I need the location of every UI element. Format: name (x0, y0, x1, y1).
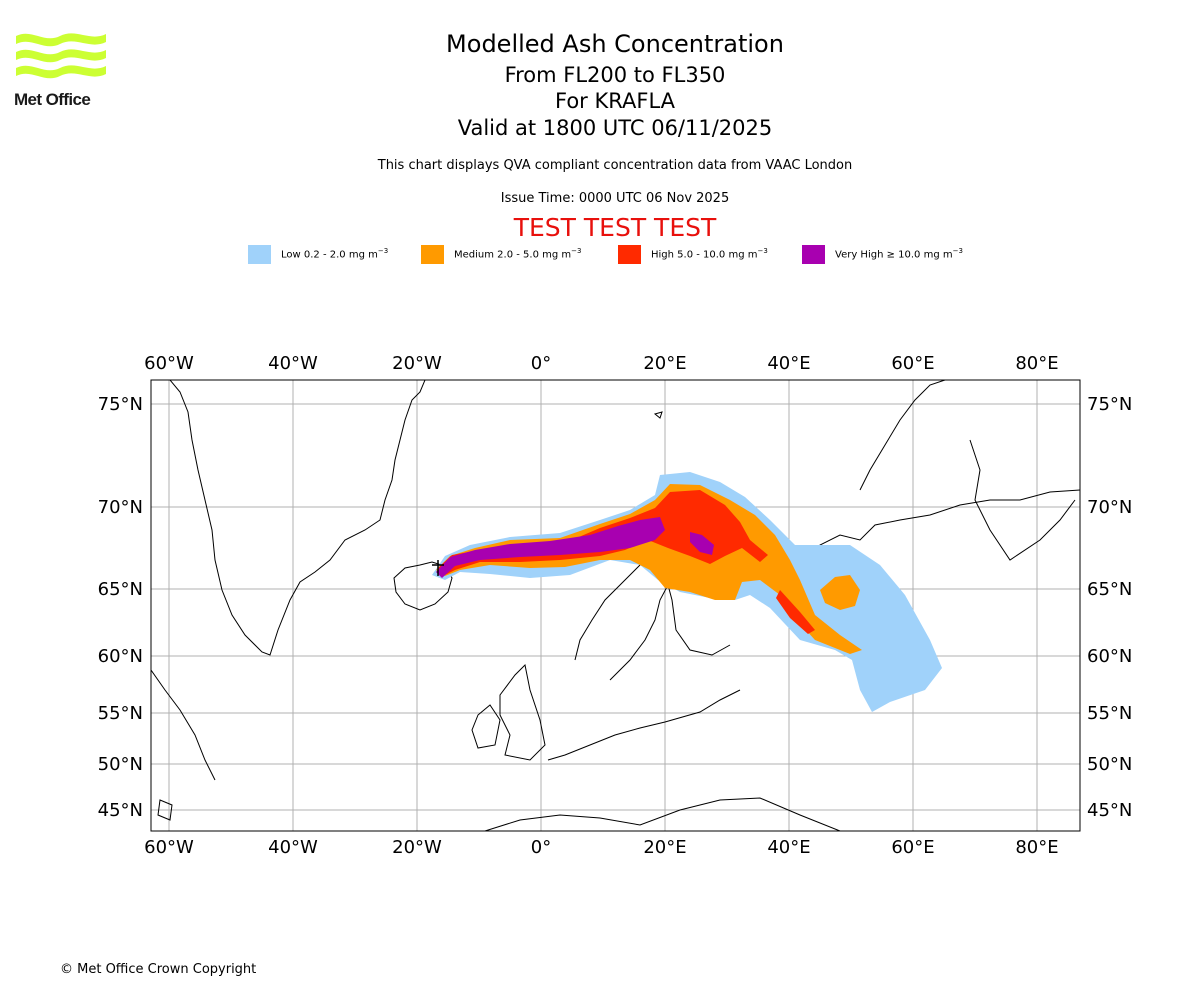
lat-labels-right: 75°N 70°N 65°N 60°N 55°N 50°N 45°N (1087, 394, 1132, 821)
legend-item-low: Low 0.2 - 2.0 mg m−3 (248, 244, 388, 264)
lat-label: 70°N (1087, 497, 1132, 518)
legend-swatch-medium (421, 244, 444, 264)
ash-plume-medium-east (820, 575, 860, 610)
volcano-marker (432, 560, 444, 576)
ash-plume-medium (436, 484, 862, 654)
ash-plume (432, 472, 942, 712)
lon-labels-bottom: 60°W 40°W 20°W 0° 20°E 40°E 60°E 80°E (144, 837, 1058, 858)
lat-label: 55°N (98, 703, 143, 724)
chart-title: Modelled Ash Concentration (446, 30, 784, 58)
legend-label-high: High 5.0 - 10.0 mg m−3 (651, 247, 768, 261)
lon-label: 40°E (767, 837, 810, 858)
lat-label: 65°N (98, 579, 143, 600)
copyright-notice: © Met Office Crown Copyright (60, 962, 257, 977)
europe-coast (547, 689, 741, 761)
arctic-russia-coast (969, 439, 1076, 561)
lon-label: 40°E (767, 353, 810, 374)
lon-label: 40°W (268, 837, 318, 858)
lat-labels-left: 75°N 70°N 65°N 60°N 55°N 50°N 45°N (98, 394, 143, 821)
europe-south-coast (484, 797, 841, 831)
lat-label: 70°N (98, 497, 143, 518)
lat-label: 55°N (1087, 703, 1132, 724)
sweden-finland-coast (609, 583, 731, 681)
legend-swatch-high (618, 244, 641, 264)
legend-swatch-low (248, 244, 271, 264)
lon-label: 20°W (392, 353, 442, 374)
barents-coast (799, 489, 1080, 561)
lat-label: 75°N (98, 394, 143, 415)
met-office-logo-text: Met Office (14, 90, 91, 109)
lon-label: 40°W (268, 353, 318, 374)
test-banner: TEST TEST TEST (513, 213, 717, 242)
lat-label: 75°N (1087, 394, 1132, 415)
lat-label: 45°N (1087, 800, 1132, 821)
lat-label: 50°N (98, 754, 143, 775)
map-frame (150, 379, 1081, 832)
ash-plume-low (432, 472, 942, 712)
ash-plume-very-high (436, 517, 665, 578)
legend-label-very-high: Very High ≥ 10.0 mg m−3 (835, 247, 963, 261)
lat-label: 60°N (1087, 646, 1132, 667)
newfoundland-coast (157, 799, 173, 821)
lat-label: 50°N (1087, 754, 1132, 775)
lat-label: 60°N (98, 646, 143, 667)
lon-label: 20°E (643, 353, 686, 374)
flight-levels: From FL200 to FL350 (504, 63, 726, 87)
volcano-name: For KRAFLA (555, 89, 675, 113)
legend-label-low: Low 0.2 - 2.0 mg m−3 (281, 247, 389, 261)
iceland-coast (393, 561, 453, 611)
lon-labels-top: 60°W 40°W 20°W 0° 20°E 40°E 60°E 80°E (144, 353, 1058, 374)
greenland-coast (169, 380, 426, 656)
lon-label: 60°E (891, 353, 934, 374)
lon-label: 20°E (643, 837, 686, 858)
legend-item-very-high: Very High ≥ 10.0 mg m−3 (802, 244, 963, 264)
lat-label: 65°N (1087, 579, 1132, 600)
chart-subtitle: This chart displays QVA compliant concen… (377, 158, 853, 173)
lon-label: 60°W (144, 353, 194, 374)
legend-item-high: High 5.0 - 10.0 mg m−3 (618, 244, 768, 264)
lon-label: 80°E (1015, 353, 1058, 374)
labrador-coast (151, 669, 216, 781)
met-office-logo: Met Office (14, 30, 108, 112)
coastlines (151, 380, 1080, 831)
lon-label: 0° (531, 353, 551, 374)
svalbard-coast (653, 411, 663, 419)
lon-label: 0° (531, 837, 551, 858)
met-office-wave-icon (16, 33, 106, 79)
novaya-zemlya-coast (859, 380, 946, 491)
lat-label: 45°N (98, 800, 143, 821)
lon-label: 20°W (392, 837, 442, 858)
legend-label-medium: Medium 2.0 - 5.0 mg m−3 (454, 247, 582, 261)
legend-item-medium: Medium 2.0 - 5.0 mg m−3 (421, 244, 581, 264)
ash-plume-high-tail (776, 590, 815, 634)
legend-swatch-very-high (802, 244, 825, 264)
ash-plume-very-high-east (690, 532, 714, 555)
map-gridlines (151, 380, 1080, 831)
ireland-coast (471, 704, 501, 749)
lon-label: 80°E (1015, 837, 1058, 858)
lon-label: 60°W (144, 837, 194, 858)
lon-label: 60°E (891, 837, 934, 858)
valid-time: Valid at 1800 UTC 06/11/2025 (457, 116, 773, 140)
britain-coast (499, 663, 546, 761)
issue-time: Issue Time: 0000 UTC 06 Nov 2025 (500, 191, 730, 206)
